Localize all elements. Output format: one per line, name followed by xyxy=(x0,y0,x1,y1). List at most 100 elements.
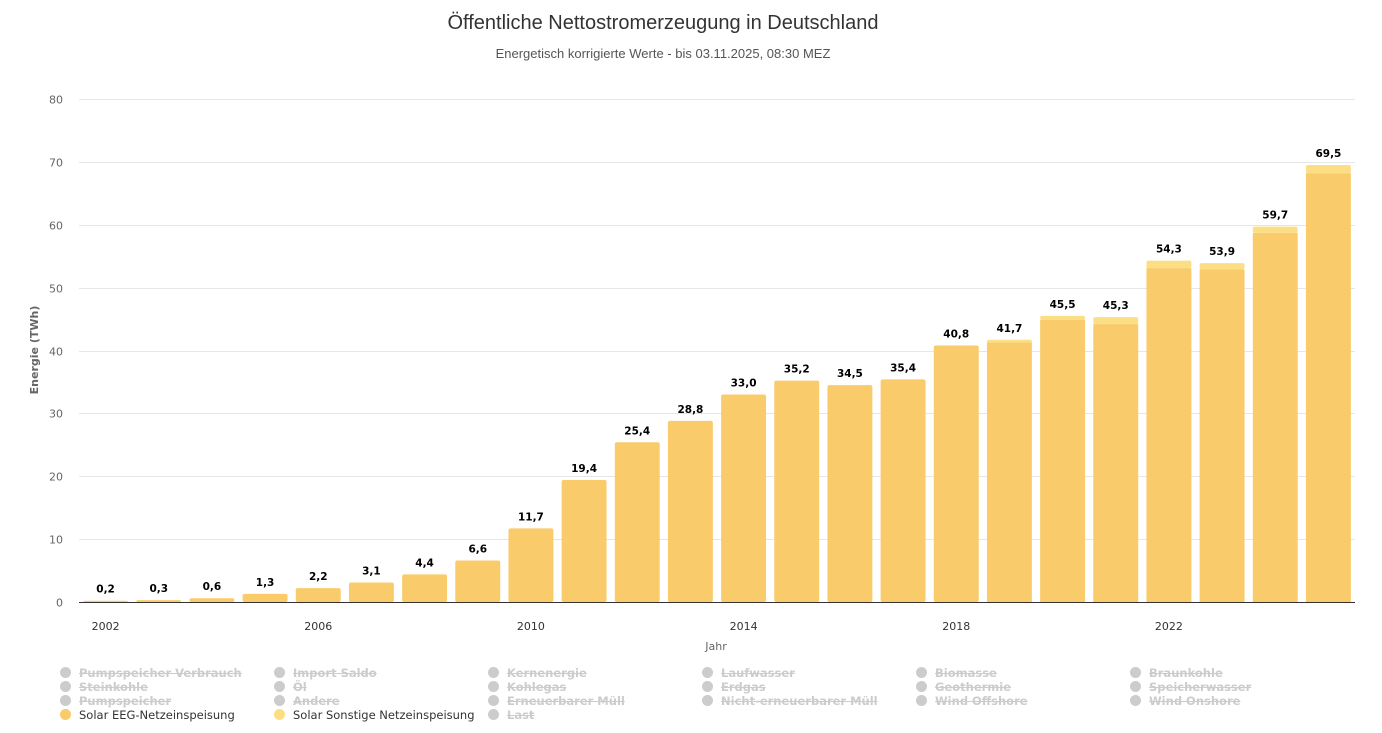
bar-solar-eeg xyxy=(1199,269,1245,602)
legend-item[interactable]: Solar Sonstige Netzeinspeisung xyxy=(274,708,475,722)
legend-item[interactable]: Wind Onshore xyxy=(1130,694,1240,708)
legend-item[interactable]: Kohlegas xyxy=(488,680,566,694)
legend-item[interactable]: Steinkohle xyxy=(60,680,148,694)
legend-label: Steinkohle xyxy=(79,680,148,694)
legend-item[interactable]: Andere xyxy=(274,694,340,708)
legend-label: Erneuerbarer Müll xyxy=(507,694,625,708)
bar-solar-eeg xyxy=(561,480,607,602)
data-label: 2,2 xyxy=(309,571,328,583)
bar-solar-eeg xyxy=(774,380,820,602)
legend-item[interactable]: Speicherwasser xyxy=(1130,680,1251,694)
legend-item[interactable]: Laufwasser xyxy=(702,666,795,680)
bar-solar-eeg xyxy=(242,593,288,602)
bar-solar-sonstige xyxy=(986,339,1032,343)
x-axis-ticks: 2002 2006 2010 2014 2018 2022 xyxy=(92,620,1183,633)
legend-label: Nicht-erneuerbarer Müll xyxy=(721,694,878,708)
legend-item[interactable]: Geothermie xyxy=(916,680,1011,694)
legend-symbol-icon xyxy=(916,695,927,706)
legend-symbol-icon xyxy=(60,709,71,720)
legend-item[interactable]: Biomasse xyxy=(916,666,997,680)
legend-label: Pumpspeicher xyxy=(79,694,172,708)
bar-solar-sonstige xyxy=(1040,315,1086,320)
legend-label: Erdgas xyxy=(721,680,766,694)
y-tick-label: 50 xyxy=(49,283,63,296)
bar-solar-eeg xyxy=(402,574,448,602)
legend-symbol-icon xyxy=(488,681,499,692)
data-label: 53,9 xyxy=(1209,246,1235,258)
bar-solar-sonstige xyxy=(1146,260,1192,269)
bar-solar-sonstige xyxy=(1199,263,1245,270)
bar-solar-eeg xyxy=(986,342,1032,602)
legend-label: Last xyxy=(507,708,535,722)
data-label: 35,4 xyxy=(890,362,916,374)
legend-symbol-icon xyxy=(60,695,71,706)
data-label: 6,6 xyxy=(468,544,487,556)
data-label: 19,4 xyxy=(571,463,597,475)
legend-item[interactable]: Pumpspeicher Verbrauch xyxy=(60,666,242,680)
bar-chart: 0 10 20 30 40 50 60 70 80 0,2 0,3 0,6 1,3 2,2 3,1 4,4 6… xyxy=(28,94,1355,653)
data-label: 40,8 xyxy=(943,328,969,340)
legend-symbol-icon xyxy=(488,667,499,678)
data-label: 34,5 xyxy=(837,368,863,380)
bar-solar-eeg xyxy=(1146,268,1192,602)
legend-item[interactable]: Import Saldo xyxy=(274,666,377,680)
legend-item[interactable]: Wind Offshore xyxy=(916,694,1028,708)
bar-solar-eeg xyxy=(1252,232,1298,602)
y-tick-label: 80 xyxy=(49,94,63,107)
legend-item[interactable]: Solar EEG-Netzeinspeisung xyxy=(60,708,235,722)
chart-subtitle: Energetisch korrigierte Werte - bis 03.1… xyxy=(495,46,831,61)
y-tick-label: 0 xyxy=(56,597,63,610)
legend-item[interactable]: Braunkohle xyxy=(1130,666,1223,680)
data-label: 59,7 xyxy=(1262,210,1288,222)
data-label: 0,3 xyxy=(149,583,168,595)
bar-solar-eeg xyxy=(295,588,341,602)
legend-label: Kohlegas xyxy=(507,680,567,694)
legend-symbol-icon xyxy=(488,709,499,720)
legend-symbol-icon xyxy=(702,695,713,706)
legend-item[interactable]: Erneuerbarer Müll xyxy=(488,694,625,708)
data-label: 45,3 xyxy=(1103,300,1129,312)
y-tick-label: 70 xyxy=(49,157,63,170)
legend-symbol-icon xyxy=(916,667,927,678)
legend-label: Kernenergie xyxy=(507,666,587,680)
data-label: 69,5 xyxy=(1315,148,1341,160)
y-tick-label: 40 xyxy=(49,346,63,359)
legend-label: Biomasse xyxy=(935,666,997,680)
bar-solar-sonstige xyxy=(1252,226,1298,233)
legend-item[interactable]: Last xyxy=(488,708,534,722)
bar-solar-eeg xyxy=(614,442,660,602)
legend-item[interactable]: Pumpspeicher xyxy=(60,694,171,708)
x-axis-title: Jahr xyxy=(704,640,727,653)
legend-label: Andere xyxy=(293,694,340,708)
data-label: 33,0 xyxy=(731,378,757,390)
data-label: 45,5 xyxy=(1050,299,1076,311)
bar-solar-eeg xyxy=(1040,319,1086,602)
bar-solar-eeg xyxy=(348,582,394,602)
data-label: 0,2 xyxy=(96,584,115,596)
x-tick-label: 2014 xyxy=(730,620,758,633)
x-tick-label: 2010 xyxy=(517,620,545,633)
legend-label: Wind Offshore xyxy=(935,694,1028,708)
bar-solar-eeg xyxy=(667,420,713,602)
bars xyxy=(83,165,1351,602)
data-label: 35,2 xyxy=(784,364,810,376)
legend-item[interactable]: Erdgas xyxy=(702,680,766,694)
legend-symbol-icon xyxy=(274,709,285,720)
data-label: 11,7 xyxy=(518,511,544,523)
bar-solar-eeg xyxy=(827,385,873,602)
legend-item[interactable]: Öl xyxy=(274,680,307,694)
legend-symbol-icon xyxy=(1130,695,1141,706)
data-label: 3,1 xyxy=(362,566,381,578)
legend-symbol-icon xyxy=(488,695,499,706)
data-label: 4,4 xyxy=(415,557,434,569)
legend-item[interactable]: Nicht-erneuerbarer Müll xyxy=(702,694,878,708)
legend-item[interactable]: Kernenergie xyxy=(488,666,587,680)
data-label: 1,3 xyxy=(256,577,275,589)
legend-label: Geothermie xyxy=(935,680,1012,694)
legend-symbol-icon xyxy=(702,667,713,678)
legend-label: Solar EEG-Netzeinspeisung xyxy=(79,708,235,722)
y-tick-label: 30 xyxy=(49,408,63,421)
legend-symbol-icon xyxy=(274,667,285,678)
legend-symbol-icon xyxy=(702,681,713,692)
bar-solar-eeg xyxy=(508,528,554,602)
